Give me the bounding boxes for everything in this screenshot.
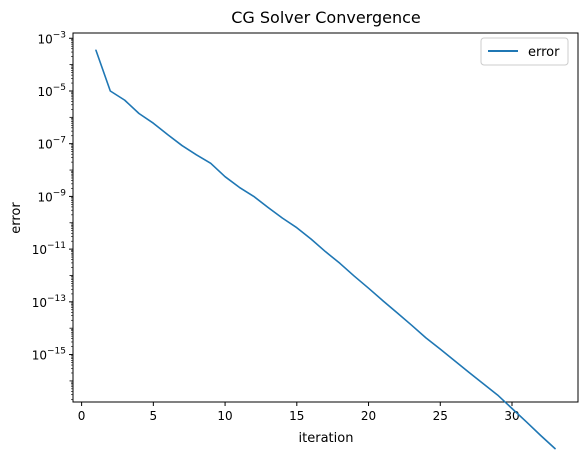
x-tick-label-0: 0 — [78, 409, 86, 423]
y-tick-label--13: 10−13 — [32, 294, 66, 310]
y-tick-label--11: 10−11 — [32, 241, 66, 257]
y-tick-label--7: 10−7 — [37, 136, 66, 152]
y-tick-label--3: 10−3 — [37, 30, 66, 46]
x-tick-label-5: 5 — [150, 409, 158, 423]
x-tick-label-10: 10 — [217, 409, 232, 423]
axes-frame — [72, 32, 579, 403]
legend-box — [480, 37, 569, 66]
x-tick-label-25: 25 — [433, 409, 448, 423]
y-axis-label: error — [9, 202, 24, 234]
x-tick-label-15: 15 — [289, 409, 304, 423]
x-axis-label: iteration — [299, 431, 354, 446]
chart-title: CG Solver Convergence — [231, 8, 421, 27]
y-tick-label--15: 10−15 — [32, 347, 66, 363]
plot-area: 0 5 10 15 20 25 30 10−3 10−5 10−7 10−9 10−11 10−13 10… — [32, 30, 579, 450]
legend-label-error: error — [528, 45, 560, 60]
series-line-error — [95, 49, 556, 450]
x-tick-label-20: 20 — [361, 409, 376, 423]
y-tick-label--9: 10−9 — [37, 188, 66, 204]
y-tick-label--5: 10−5 — [37, 83, 66, 99]
x-tick-label-30: 30 — [504, 409, 519, 423]
legend: error — [480, 37, 569, 66]
